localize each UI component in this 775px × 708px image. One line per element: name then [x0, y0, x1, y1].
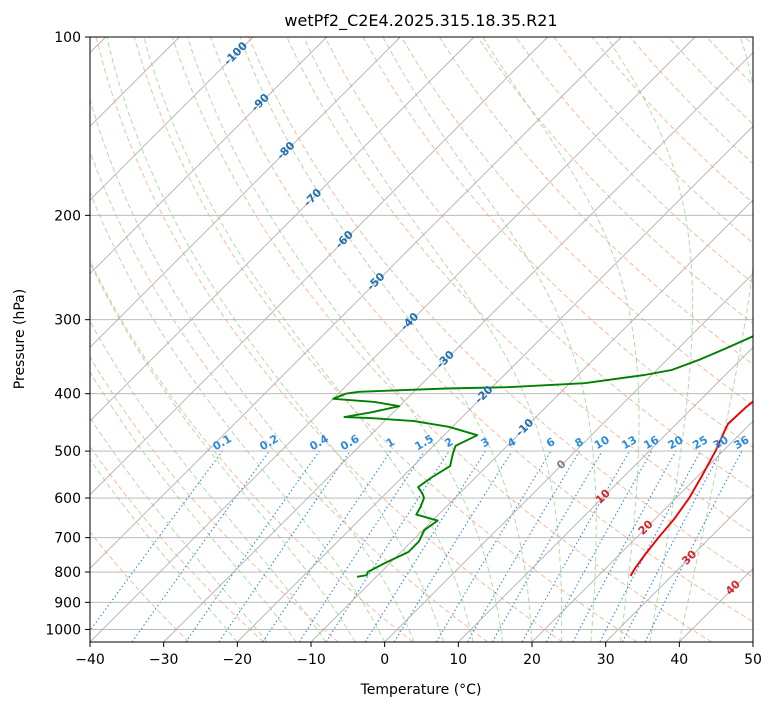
moist-adiabat-line: [90, 261, 356, 642]
x-tick-label: −10: [296, 652, 326, 668]
dry-adiabat-line: [171, 37, 712, 642]
x-tick-label: 0: [380, 652, 389, 668]
y-tick-label: 700: [54, 531, 81, 547]
plot-area: [90, 37, 753, 642]
mixing-ratio-line: [572, 450, 677, 642]
mixing-ratio-line: [644, 450, 743, 642]
y-tick-label: 200: [54, 208, 81, 224]
mixing-ratio-line: [393, 450, 513, 642]
y-axis-ticks: 100 200 300 400 500 600 700 800 900 1000: [45, 30, 90, 638]
dry-adiabat-line: [248, 37, 753, 578]
moist-adiabat-line: [90, 458, 238, 642]
isotherm-grid: [90, 37, 753, 642]
isotherm-line: [163, 52, 753, 642]
x-axis-ticks: −40 −30 −20 −10 0 10 20 30 40 50: [75, 642, 762, 668]
moist-adiabat-line: [239, 37, 533, 642]
isotherm-line: [237, 125, 753, 642]
mixing-ratio-line: [325, 450, 450, 642]
y-tick-label: 500: [54, 444, 81, 460]
chart-title: wetPf2_C2E4.2025.315.18.35.R21: [284, 11, 557, 31]
x-tick-label: 20: [523, 652, 541, 668]
dry-adiabats: [90, 37, 753, 642]
plot-frame: [89, 36, 754, 643]
moist-adiabat-line: [382, 37, 597, 642]
dry-adiabat-line: [90, 356, 339, 642]
moist-adiabat-line: [90, 320, 327, 642]
isotherm-line: [90, 37, 475, 422]
dewpoint-line: [332, 335, 753, 578]
moist-adiabat-line: [482, 37, 640, 642]
x-tick-label: 10: [449, 652, 467, 668]
isotherm-line: [90, 37, 401, 348]
x-tick-label: 50: [744, 652, 762, 668]
moist-adiabat-line: [303, 37, 563, 642]
moist-adiabat-line: [106, 37, 445, 642]
x-tick-label: −30: [149, 652, 179, 668]
x-axis-label: Temperature (°C): [360, 682, 482, 698]
mixing-ratio-lines: [90, 450, 743, 642]
x-tick-label: −20: [223, 652, 253, 668]
dry-adiabat-line: [438, 37, 753, 366]
dry-adiabat-line: [90, 445, 264, 642]
moist-adiabat-line: [187, 37, 503, 642]
y-tick-label: 400: [54, 387, 81, 403]
moist-adiabat-line: [606, 37, 694, 642]
isotherm-line: [605, 494, 753, 642]
isotherm-line: [310, 199, 753, 642]
isotherm-line: [384, 273, 753, 642]
x-tick-label: 30: [597, 652, 615, 668]
temperature-line: [629, 400, 753, 577]
profile-lines: [332, 335, 753, 578]
dry-adiabat-line: [515, 37, 753, 284]
dry-adiabat-line: [95, 37, 563, 642]
isotherm-line: [90, 37, 622, 569]
mixing-ratio-line: [90, 450, 223, 632]
mixing-ratio-line: [545, 450, 653, 642]
y-tick-label: 900: [54, 595, 81, 611]
isotherm-line: [458, 346, 753, 642]
mixing-ratio-line: [218, 450, 351, 642]
y-tick-label: 100: [54, 30, 81, 46]
dry-adiabat-line: [133, 37, 638, 642]
isotherm-line: [90, 37, 548, 496]
x-tick-label: −40: [75, 652, 105, 668]
mixing-ratio-line: [298, 450, 425, 642]
isotherm-line: [531, 420, 753, 642]
y-axis-label: Pressure (hPa): [12, 289, 28, 389]
isotherm-line: [90, 37, 254, 201]
moist-adiabat-line: [90, 416, 268, 642]
moist-adiabat-line: [143, 37, 474, 642]
dry-adiabat-line: [210, 37, 753, 623]
y-tick-label: 300: [54, 313, 81, 329]
y-tick-label: 800: [54, 565, 81, 581]
dry-adiabat-line: [324, 37, 753, 491]
pressure-grid: [90, 37, 753, 630]
mixing-ratio-line: [521, 450, 630, 642]
mixing-ratio-line: [185, 450, 320, 642]
dry-adiabat-line: [400, 37, 753, 407]
y-tick-label: 1000: [45, 622, 81, 638]
isotherm-line: [90, 37, 696, 642]
mixing-ratio-line: [262, 450, 392, 642]
y-tick-label: 600: [54, 491, 81, 507]
dry-adiabat-line: [90, 531, 190, 642]
isotherm-line: [90, 37, 327, 275]
dry-adiabat-line: [90, 150, 488, 642]
x-tick-label: 40: [670, 652, 688, 668]
mixing-ratio-line: [131, 450, 270, 642]
